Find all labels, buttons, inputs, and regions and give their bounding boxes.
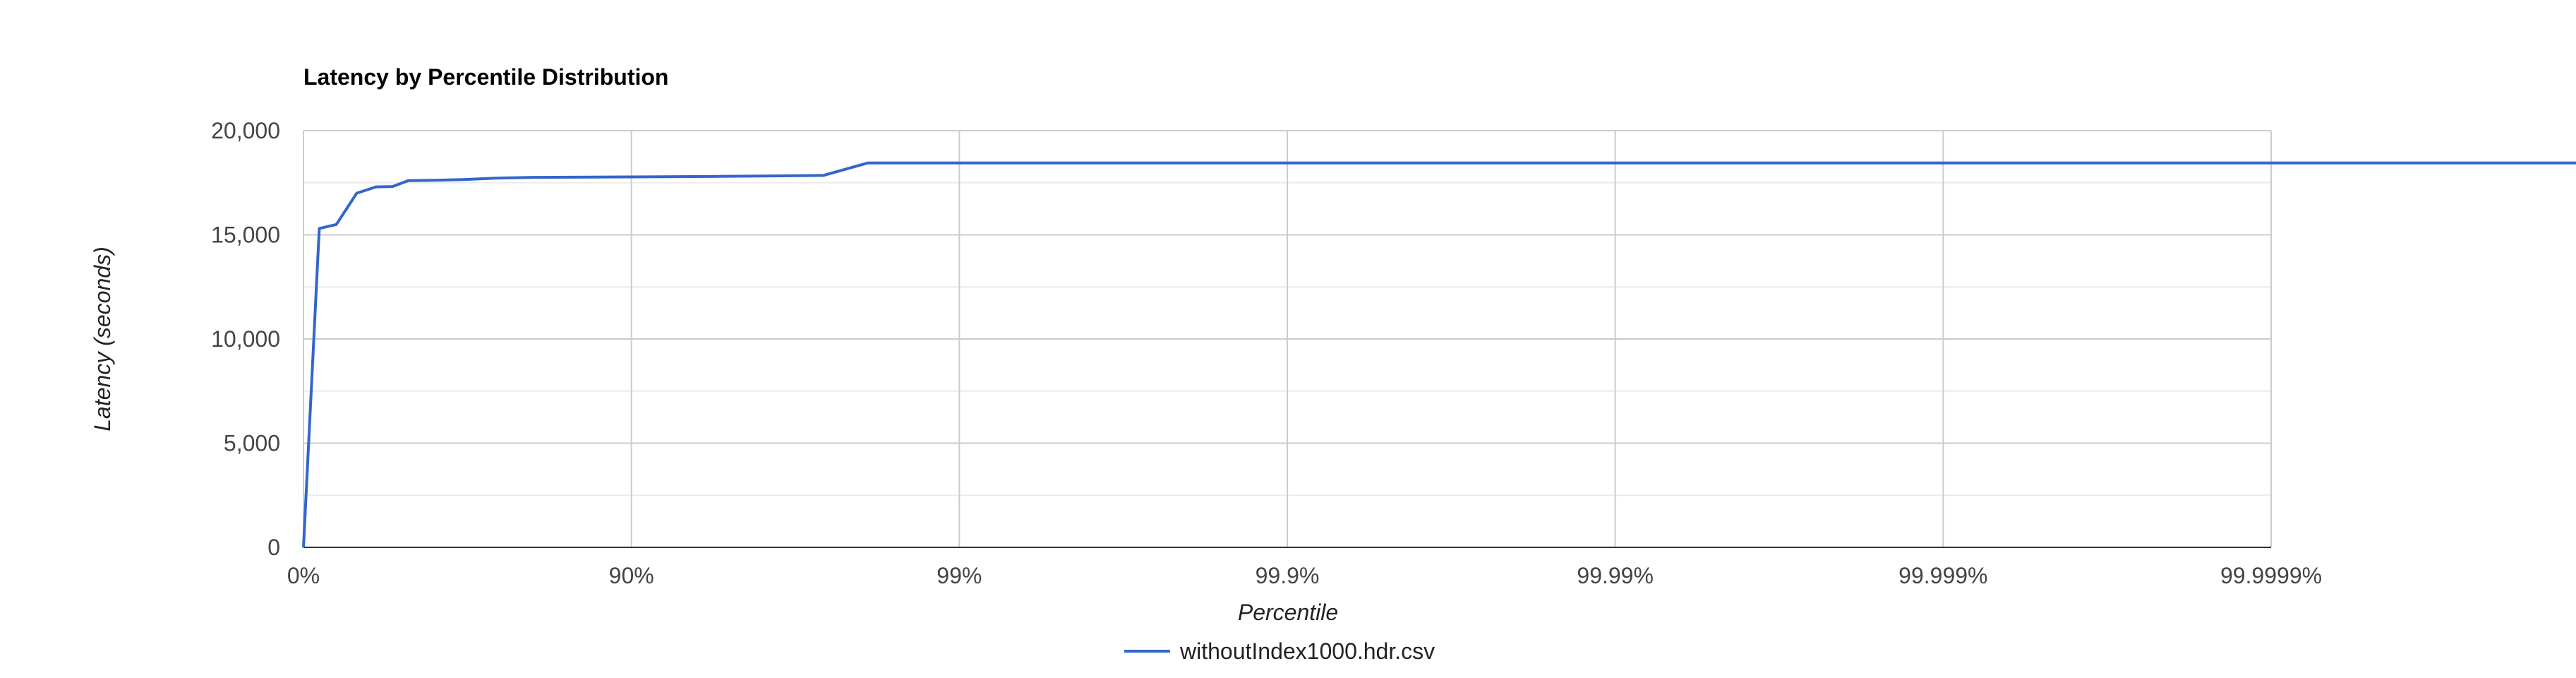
axes [303, 131, 2271, 548]
series-line [302, 161, 2576, 548]
y-tick-label: 0 [267, 535, 280, 560]
y-tick-label: 20,000 [211, 118, 280, 143]
y-tick-label: 5,000 [224, 431, 280, 456]
y-axis-title: Latency (seconds) [90, 246, 115, 431]
y-tick-labels: 0 5,000 10,000 15,000 20,000 [211, 118, 280, 560]
x-tick-label: 0% [287, 563, 320, 588]
legend: withoutIndex1000.hdr.csv [1124, 638, 1435, 664]
x-tick-label: 99% [937, 563, 982, 588]
y-tick-label: 10,000 [211, 326, 280, 352]
y-tick-label: 15,000 [211, 222, 280, 248]
legend-label: withoutIndex1000.hdr.csv [1179, 638, 1435, 664]
series-lines [302, 161, 2576, 548]
x-axis-title: Percentile [1238, 600, 1338, 625]
x-tick-label: 99.9% [1256, 563, 1320, 588]
gridlines [303, 130, 2272, 547]
x-tick-label: 99.999% [1898, 563, 1987, 588]
x-tick-label: 99.9999% [2220, 563, 2322, 588]
chart-title: Latency by Percentile Distribution [303, 64, 668, 90]
x-tick-label: 90% [609, 563, 654, 588]
x-tick-label: 99.99% [1577, 563, 1654, 588]
x-tick-labels: 0% 90% 99% 99.9% 99.99% 99.999% 99.9999% [287, 563, 2322, 588]
